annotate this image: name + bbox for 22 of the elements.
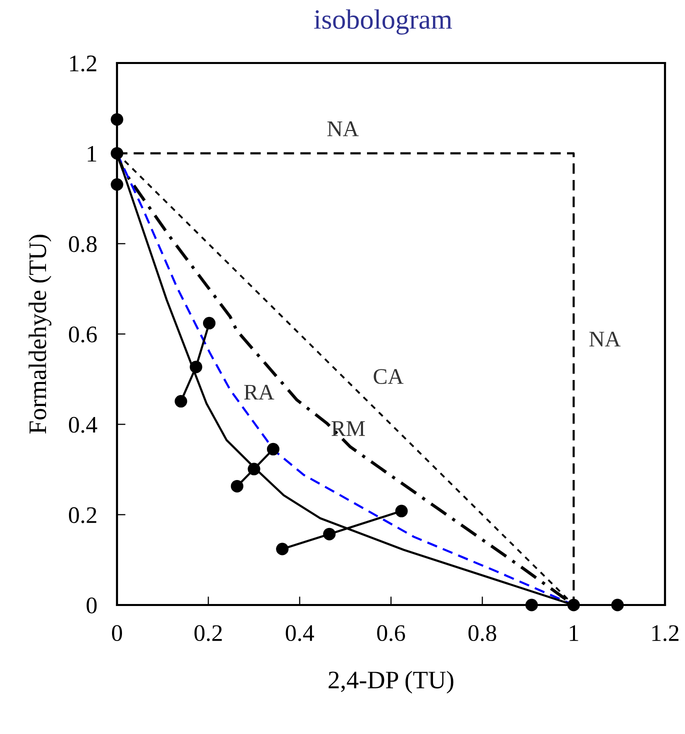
annotation: NA (589, 332, 621, 346)
annotation: NA (327, 121, 359, 136)
y-tick-label: 0.6 (68, 326, 97, 343)
x-tick-label: 0 (112, 625, 122, 642)
x-tick-label: 0.4 (286, 625, 314, 642)
y-axis-title: Formaldehyde (TU) (28, 234, 52, 434)
annotation: RA (244, 384, 274, 400)
y-tick-label: 0 (86, 597, 97, 614)
x-tick-label: 1.2 (652, 625, 678, 642)
x-tick-label: 0.2 (194, 625, 222, 642)
chart-title: isobologram (314, 9, 452, 35)
y-tick-label: 0.8 (68, 236, 97, 252)
y-tick-label: 1 (88, 146, 96, 162)
y-tick-label: 0.2 (68, 507, 96, 524)
y-tick-label: 1.2 (70, 56, 96, 72)
x-axis-title: 2,4-DP (TU) (328, 670, 454, 694)
x-tick-label: 0.6 (377, 625, 406, 642)
x-tick-label: 1 (570, 625, 578, 641)
y-tick-label: 0.4 (68, 416, 98, 433)
annotation: CA (374, 369, 404, 384)
x-tick-label: 0.8 (468, 625, 496, 642)
annotation: RM (332, 421, 365, 436)
